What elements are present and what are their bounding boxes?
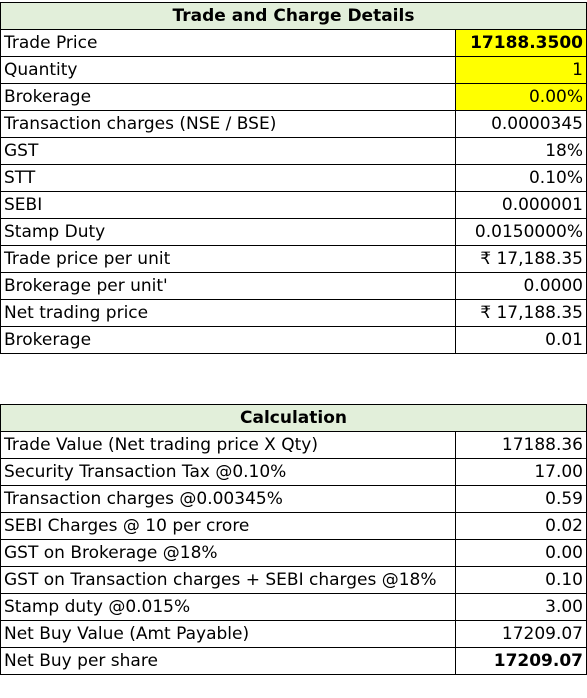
row-value: 0.10 [455,566,587,594]
table-row: Brokerage 0.01 [0,326,587,354]
row-value: 0.59 [455,485,587,513]
table-row: Security Transaction Tax @0.10% 17.00 [0,458,587,486]
trade-details-table: Trade and Charge Details Trade Price 1718… [0,2,587,354]
table-row: Stamp Duty 0.0150000% [0,218,587,246]
table-row: Stamp duty @0.015% 3.00 [0,593,587,621]
row-value: 0.0000345 [455,110,587,138]
trade-details-title: Trade and Charge Details [0,2,587,30]
row-label: SEBI [0,191,456,219]
table-row: GST on Brokerage @18% 0.00 [0,539,587,567]
row-label: Brokerage [0,326,456,354]
table-row: GST 18% [0,137,587,165]
table-row: Net Buy Value (Amt Payable) 17209.07 [0,620,587,648]
table-row: Trade Value (Net trading price X Qty) 171… [0,431,587,459]
row-value: 0.00 [455,539,587,567]
row-value: 3.00 [455,593,587,621]
row-value: 0.10% [455,164,587,192]
table-row: Brokerage per unit' 0.0000 [0,272,587,300]
table-row: Trade price per unit ₹ 17,188.35 [0,245,587,273]
row-label: Transaction charges @0.00345% [0,485,456,513]
row-label: GST on Brokerage @18% [0,539,456,567]
table-row: Net Buy per share 17209.07 [0,647,587,675]
calculation-table: Calculation Trade Value (Net trading pri… [0,404,587,675]
spacer-row [0,381,587,404]
row-label: SEBI Charges @ 10 per crore [0,512,456,540]
row-label: Trade price per unit [0,245,456,273]
table-row: Quantity 1 [0,56,587,84]
table-row: GST on Transaction charges + SEBI charge… [0,566,587,594]
quantity-cell[interactable]: 1 [455,56,587,84]
trade-price-cell[interactable]: 17188.3500 [455,29,587,57]
table-row: Brokerage 0.00% [0,83,587,111]
row-value: 0.0000 [455,272,587,300]
row-label: Stamp duty @0.015% [0,593,456,621]
table-row: Net trading price ₹ 17,188.35 [0,299,587,327]
row-value: 18% [455,137,587,165]
row-label: Trade Price [0,29,456,57]
table-row: Trade Price 17188.3500 [0,29,587,57]
row-label: Net Buy Value (Amt Payable) [0,620,456,648]
calculation-title: Calculation [0,404,587,432]
row-label: Security Transaction Tax @0.10% [0,458,456,486]
row-label: STT [0,164,456,192]
row-label: Brokerage [0,83,456,111]
row-label: Stamp Duty [0,218,456,246]
row-value: 0.01 [455,326,587,354]
row-label: GST on Transaction charges + SEBI charge… [0,566,456,594]
row-value: 0.0150000% [455,218,587,246]
row-label: Transaction charges (NSE / BSE) [0,110,456,138]
table-row: STT 0.10% [0,164,587,192]
row-value: ₹ 17,188.35 [455,245,587,273]
row-label: Net trading price [0,299,456,327]
row-value: ₹ 17,188.35 [455,299,587,327]
row-label: Quantity [0,56,456,84]
table-row: SEBI Charges @ 10 per crore 0.02 [0,512,587,540]
row-value: 17.00 [455,458,587,486]
row-value: 17209.07 [455,620,587,648]
table-row: SEBI 0.000001 [0,191,587,219]
table-row: Transaction charges @0.00345% 0.59 [0,485,587,513]
row-label: GST [0,137,456,165]
table-row: Transaction charges (NSE / BSE) 0.0000345 [0,110,587,138]
row-label: Brokerage per unit' [0,272,456,300]
row-label: Trade Value (Net trading price X Qty) [0,431,456,459]
row-label: Net Buy per share [0,647,456,675]
row-value: 17188.36 [455,431,587,459]
row-value: 0.02 [455,512,587,540]
brokerage-cell[interactable]: 0.00% [455,83,587,111]
net-buy-per-share-value: 17209.07 [455,647,587,675]
row-value: 0.000001 [455,191,587,219]
